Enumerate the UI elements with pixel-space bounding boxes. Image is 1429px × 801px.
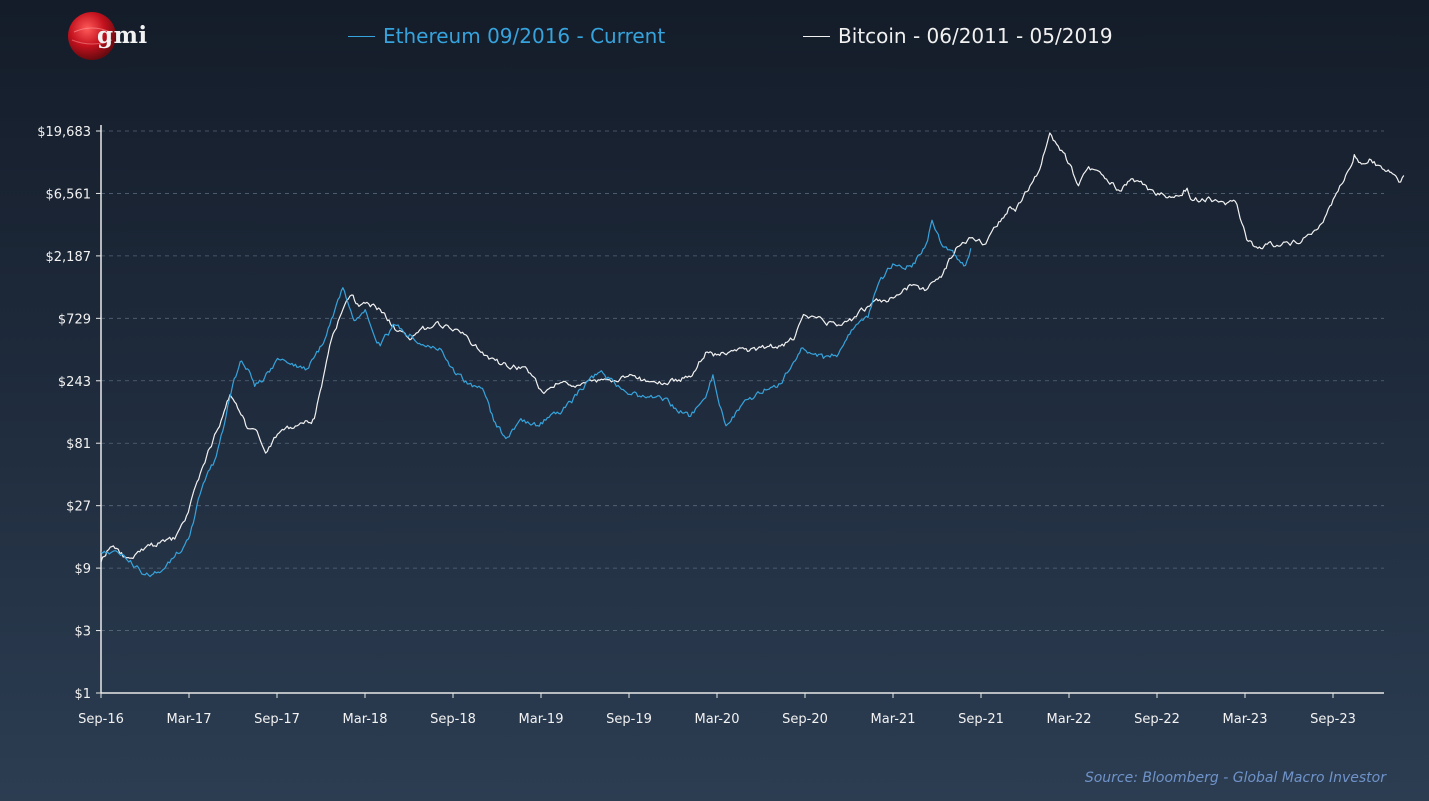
x-tick-label: Sep-21 — [958, 712, 1004, 727]
grid-lines — [101, 130, 1384, 631]
x-tick-label: Mar-23 — [1223, 712, 1268, 727]
x-axis-ticks: Sep-16 Mar-17 Sep-17 Mar-18 Sep-18 Mar-19 Sep-… — [78, 693, 1356, 727]
y-tick-label: $1 — [74, 687, 91, 702]
y-tick-label: $6,561 — [46, 187, 92, 202]
x-tick-label: Sep-23 — [1310, 712, 1356, 727]
y-tick-label: $19,683 — [37, 125, 91, 140]
legend-item-bitcoin: Bitcoin - 06/2011 - 05/2019 — [803, 22, 1113, 50]
series-lines — [100, 132, 1405, 578]
y-axis-ticks: $1 $3 $9 $27 $81 $243 $729 $2,187 $6,561 $19,683 — [37, 125, 101, 702]
legend-swatch-ethereum — [348, 35, 375, 37]
x-tick-label: Sep-20 — [782, 712, 828, 727]
x-tick-label: Mar-22 — [1047, 712, 1092, 727]
y-tick-label: $27 — [66, 500, 91, 515]
x-tick-label: Sep-17 — [254, 712, 300, 727]
x-tick-label: Mar-17 — [167, 712, 212, 727]
red-globe-logo — [68, 12, 116, 60]
source-note: Source: Bloomberg - Global Macro Investo… — [1084, 770, 1386, 786]
legend-swatch-bitcoin — [803, 35, 830, 37]
x-tick-label: Mar-20 — [695, 712, 740, 727]
x-tick-label: Mar-19 — [519, 712, 564, 727]
y-tick-label: $243 — [58, 375, 91, 390]
x-tick-label: Mar-18 — [343, 712, 388, 727]
x-tick-label: Sep-16 — [78, 712, 124, 727]
series-line-ethereum — [100, 219, 972, 578]
x-tick-label: Sep-18 — [430, 712, 476, 727]
y-tick-label: $729 — [58, 312, 91, 327]
legend-label-ethereum: Ethereum 09/2016 - Current — [383, 24, 666, 48]
legend-item-ethereum: Ethereum 09/2016 - Current — [348, 22, 665, 50]
x-tick-label: Mar-21 — [871, 712, 916, 727]
y-tick-label: $9 — [74, 562, 91, 577]
series-line-bitcoin — [100, 132, 1405, 563]
x-tick-label: Sep-19 — [606, 712, 652, 727]
x-tick-label: Sep-22 — [1134, 712, 1180, 727]
y-tick-label: $81 — [66, 437, 91, 452]
y-tick-label: $2,187 — [46, 250, 92, 265]
y-tick-label: $3 — [74, 625, 91, 640]
logo-text: gmi — [97, 22, 148, 49]
legend-label-bitcoin: Bitcoin - 06/2011 - 05/2019 — [838, 24, 1113, 48]
